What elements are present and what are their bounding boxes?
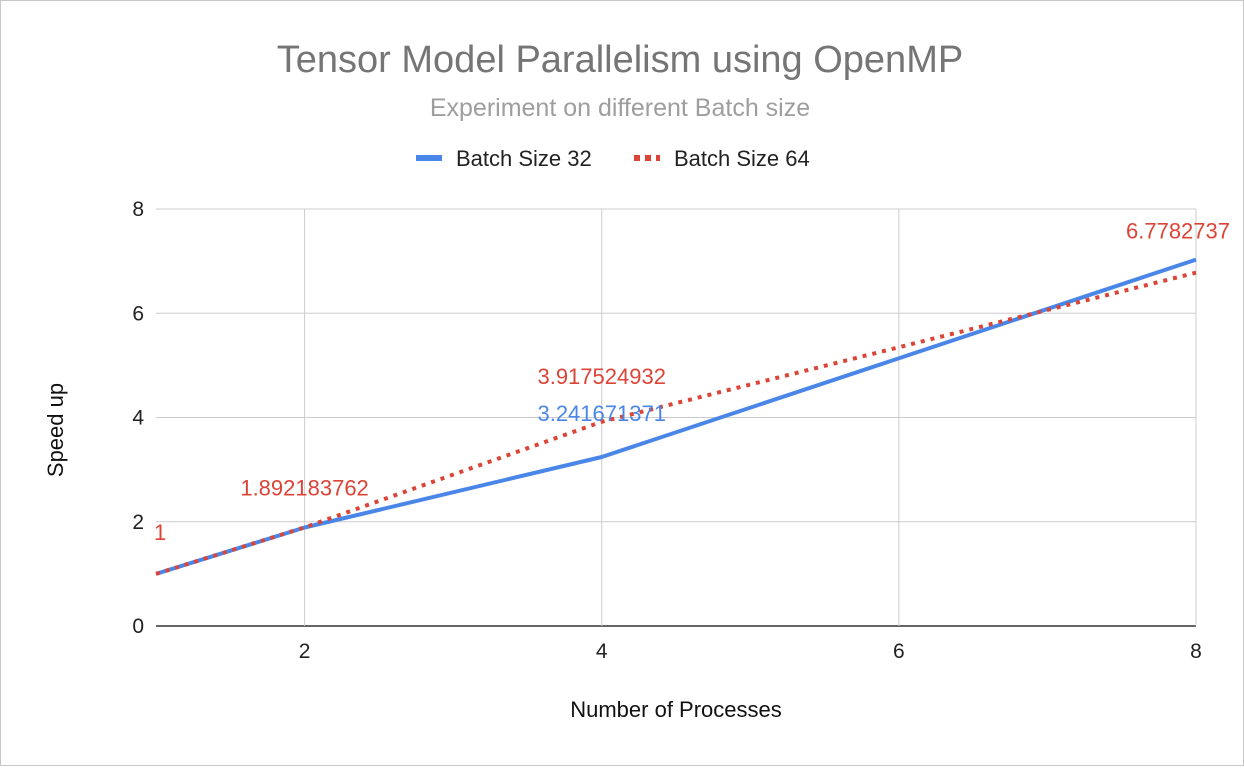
legend-label-2: Batch Size 64 <box>674 146 810 171</box>
legend-label-1: Batch Size 32 <box>456 146 592 171</box>
y-tick-label: 0 <box>132 615 144 638</box>
y-tick-label: 4 <box>132 407 144 430</box>
data-label: 6.7782737 <box>1126 219 1230 244</box>
chart-title: Tensor Model Parallelism using OpenMP <box>277 39 963 81</box>
y-tick-label: 8 <box>132 198 144 221</box>
y-axis-label: Speed up <box>43 383 68 477</box>
y-tick-label: 6 <box>132 302 144 325</box>
x-axis-label: Number of Processes <box>570 697 782 722</box>
x-tick-label: 8 <box>1190 640 1202 663</box>
data-label: 1 <box>154 520 166 545</box>
x-tick-label: 6 <box>893 640 905 663</box>
chart-subtitle: Experiment on different Batch size <box>430 94 810 122</box>
data-label: 3.917524932 <box>537 364 665 389</box>
x-tick-label: 2 <box>299 640 311 663</box>
x-tick-label: 4 <box>596 640 608 663</box>
y-tick-label: 2 <box>132 511 144 534</box>
data-label: 3.241671371 <box>537 401 665 426</box>
data-label: 1.892183762 <box>240 475 368 500</box>
